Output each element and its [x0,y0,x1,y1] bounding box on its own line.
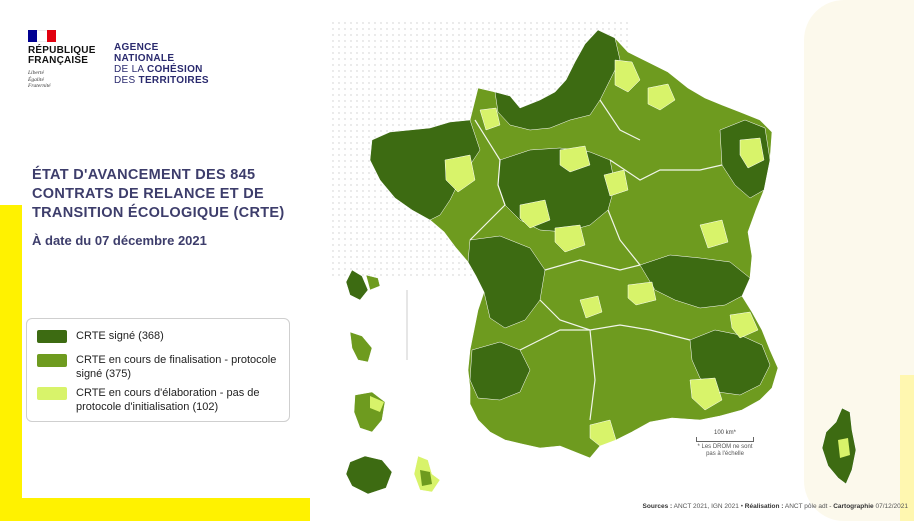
mayotte-finalising [420,470,432,486]
legend-swatch [37,354,67,367]
title-line: ÉTAT D'AVANCEMENT DES 845 [32,167,256,183]
legend-item-signed: CRTE signé (368) [37,329,286,343]
map-title: ÉTAT D'AVANCEMENT DES 845 CONTRATS DE RE… [32,166,332,223]
gov-motto: Liberté Égalité Fraternité [28,70,98,90]
agency-line: NATIONALE [114,53,175,64]
sources-text: ANCT 2021, IGN 2021 • [672,503,745,510]
guyane [353,391,386,433]
motto-line: Égalité [28,76,44,83]
reunion [345,455,393,495]
agency-text-bold: TERRITOIRES [138,75,209,86]
sources-text: 07/12/2021 [873,503,908,510]
martinique [349,331,373,363]
region-signed [469,341,531,401]
sources-label: Sources : [642,503,673,510]
legend-label: CRTE en cours de finalisation - protocol… [76,354,277,380]
legend-item-elaborating: CRTE en cours d'élaboration - pas de pro… [37,386,286,414]
agency-line: DE LA COHÉSION [114,64,209,75]
motto-line: Liberté [28,70,44,76]
scale-line [696,437,754,442]
region-borders [469,99,723,421]
gov-name-line: FRANÇAISE [28,55,89,66]
header-logos: RÉPUBLIQUE FRANÇAISE Liberté Égalité Fra… [28,30,209,90]
decorative-shape [900,375,914,521]
title-line: CONTRATS DE RELANCE ET DE [32,186,264,202]
agency-text-bold: COHÉSION [146,64,203,75]
agency-text: DES [114,75,139,86]
corsica-elaborating [838,438,850,458]
region-signed [494,29,621,131]
guadeloupe-east [365,274,381,291]
sources-label: Réalisation : [744,503,784,510]
gov-name-line: RÉPUBLIQUE [28,45,96,56]
legend-item-finalising: CRTE en cours de finalisation - protocol… [37,353,286,381]
motto-line: Fraternité [28,83,51,89]
agency-line: DES TERRITOIRES [114,75,209,86]
scale-note-line: * Les DROM ne sont [697,444,753,450]
legend-swatch [37,387,67,400]
legend-label: CRTE signé (368) [76,330,164,342]
sources-text: ANCT pôle adt - [783,503,834,510]
sources: Sources : ANCT 2021, IGN 2021 • Réalisat… [643,503,908,510]
title-line: TRANSITION ÉCOLOGIQUE (CRTE) [32,205,285,221]
guadeloupe [345,269,369,301]
map-date: À date du 07 décembre 2021 [32,233,207,248]
agency-text: DE LA [114,64,147,75]
decorative-band [0,498,310,521]
gov-name: RÉPUBLIQUE FRANÇAISE [28,46,98,66]
decorative-shape [804,0,914,521]
legend: CRTE signé (368) CRTE en cours de finali… [26,318,290,422]
scale-label: 100 km* [713,430,736,436]
flag-icon [28,30,56,42]
region-signed [467,235,546,329]
scale-bar: 100 km* * Les DROM ne sont pas à l'échel… [690,430,760,458]
agency-line: AGENCE [114,42,159,53]
guyane-elaborating [370,396,384,412]
legend-label: CRTE en cours d'élaboration - pas de pro… [76,387,260,413]
decorative-band [0,205,22,521]
agency-logo: AGENCE NATIONALE DE LA COHÉSION DES TERR… [114,30,209,90]
scale-note: * Les DROM ne sont pas à l'échelle [690,444,760,458]
republique-francaise-logo: RÉPUBLIQUE FRANÇAISE Liberté Égalité Fra… [28,30,98,90]
scale-note-line: pas à l'échelle [706,451,744,457]
regions-elaborating [444,59,765,447]
sources-label: Cartographie [833,503,874,510]
region-signed [639,254,751,309]
legend-swatch [37,330,67,343]
